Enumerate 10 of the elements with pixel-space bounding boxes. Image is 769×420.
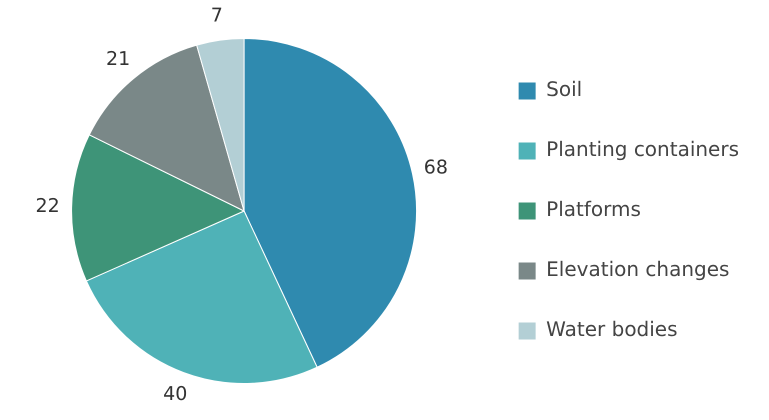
legend-label: Planting containers <box>546 137 740 162</box>
legend-label: Elevation changes <box>546 257 730 282</box>
legend-label: Soil <box>546 77 582 102</box>
data-label: 22 <box>36 195 60 218</box>
data-label: 7 <box>210 4 223 26</box>
legend-label: Water bodies <box>546 317 678 342</box>
data-label: 68 <box>424 156 448 178</box>
legend-label: Platforms <box>546 197 641 222</box>
data-label: 40 <box>163 382 188 405</box>
data-label: 21 <box>106 48 130 70</box>
